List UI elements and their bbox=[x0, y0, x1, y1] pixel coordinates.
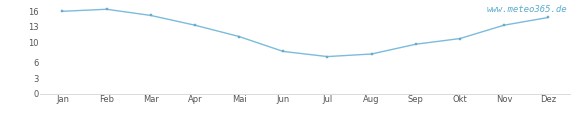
Text: www.meteo365.de: www.meteo365.de bbox=[487, 5, 567, 14]
